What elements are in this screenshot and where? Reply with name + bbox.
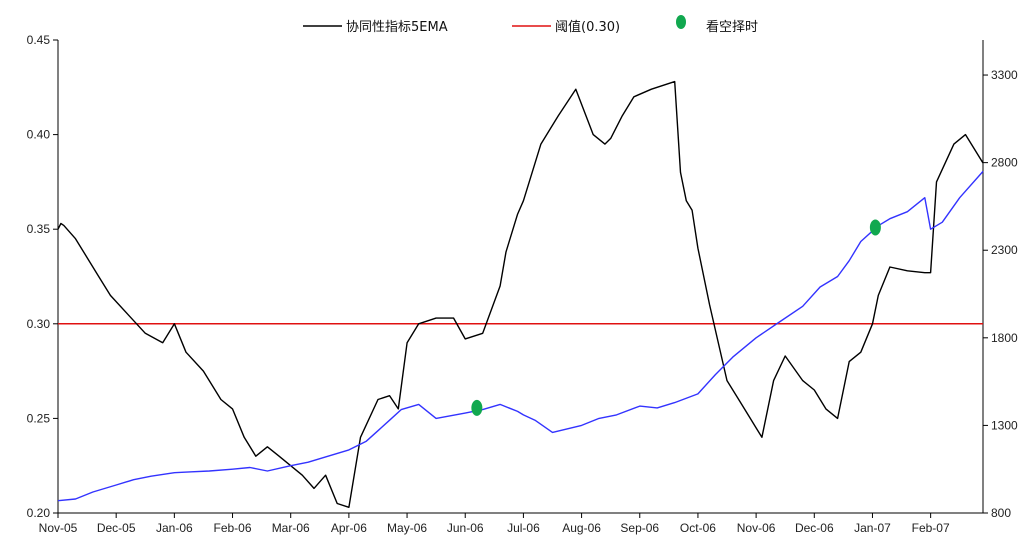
x-tick-label: Dec-06	[795, 521, 834, 535]
y-left-tick-label: 0.40	[27, 128, 51, 142]
y-right-tick-label: 3300	[991, 68, 1018, 82]
y-right-tick-label: 1800	[991, 331, 1018, 345]
legend: 协同性指标5EMA 阈值(0.30) 看空择时	[303, 15, 758, 35]
x-tick-label: Jun-06	[447, 521, 484, 535]
x-tick-label: Jan-06	[156, 521, 193, 535]
legend-label-threshold: 阈值(0.30)	[555, 19, 620, 35]
x-tick-label: Jul-06	[507, 521, 540, 535]
series-line-index	[57, 170, 984, 502]
legend-label-signal: 看空择时	[706, 19, 758, 35]
x-tick-label: Feb-07	[912, 521, 950, 535]
y-left-tick-label: 0.25	[27, 411, 51, 425]
x-tick-label: Nov-06	[737, 521, 776, 535]
signal-layer	[471, 219, 881, 416]
axes: 0.20 0.25 0.30 0.35 0.40 0.45 800 1300 1800 2300 2…	[27, 33, 1018, 535]
y-right-tick-label: 800	[991, 506, 1011, 520]
x-tick-label: Jan-07	[854, 521, 891, 535]
x-tick-label: Dec-05	[97, 521, 136, 535]
signal-point	[471, 399, 483, 416]
y-left-tick-label: 0.20	[27, 506, 51, 520]
series-layer	[57, 80, 984, 508]
x-tick-label: May-06	[387, 521, 427, 535]
series-line-ema	[57, 80, 984, 508]
x-tick-label: Feb-06	[214, 521, 252, 535]
x-tick-label: Sep-06	[620, 521, 659, 535]
x-tick-label: Mar-06	[272, 521, 310, 535]
x-tick-label: Aug-06	[562, 521, 601, 535]
legend-label-ema: 协同性指标5EMA	[346, 20, 448, 35]
x-tick-label: Oct-06	[680, 521, 716, 535]
y-right-tick-label: 2300	[991, 243, 1018, 257]
y-left-tick-label: 0.45	[27, 33, 51, 47]
y-left-tick-label: 0.35	[27, 222, 51, 236]
signal-point	[869, 219, 881, 236]
y-right-tick-label: 1300	[991, 418, 1018, 432]
y-left-tick-label: 0.30	[27, 317, 51, 331]
x-tick-label: Nov-05	[39, 521, 78, 535]
y-right-tick-label: 2800	[991, 156, 1018, 170]
x-tick-label: Apr-06	[331, 521, 367, 535]
legend-swatch-signal	[676, 15, 686, 29]
